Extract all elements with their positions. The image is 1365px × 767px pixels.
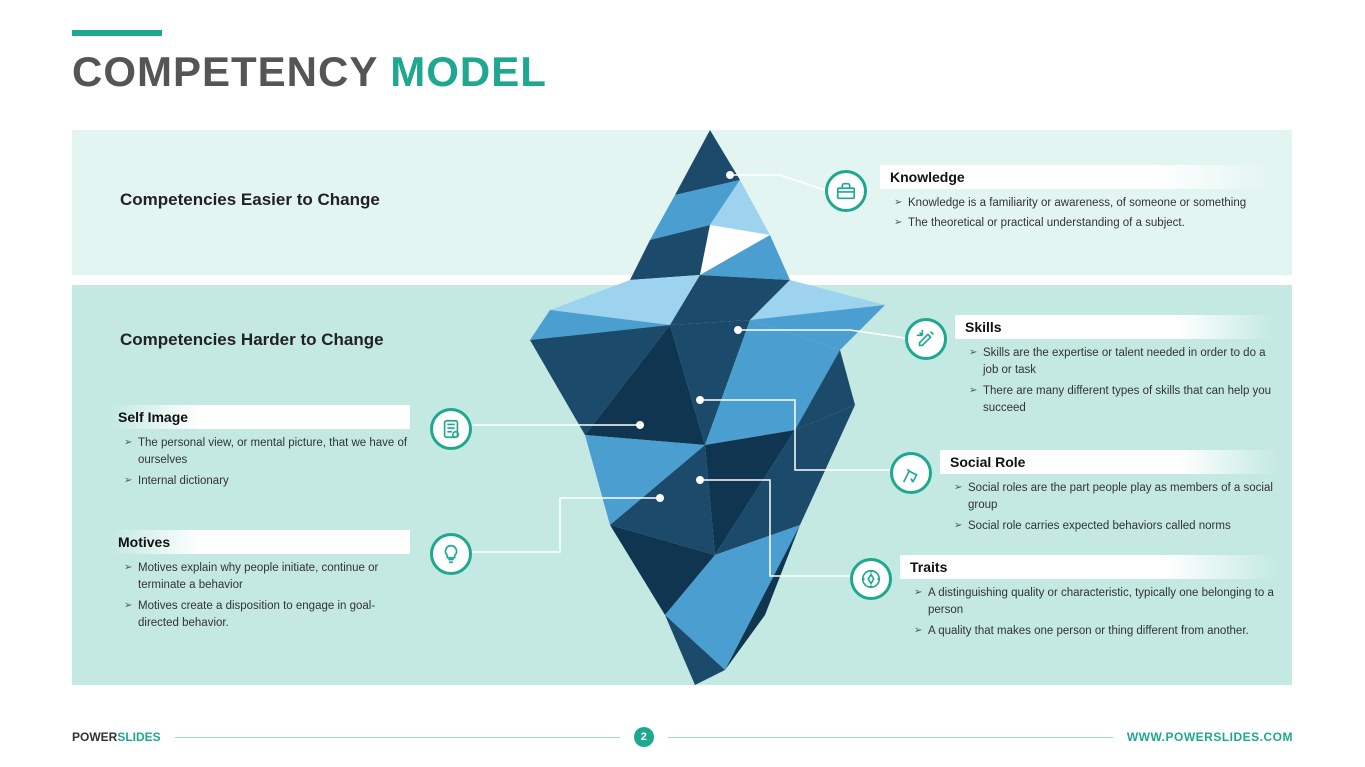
section-label-easier: Competencies Easier to Change <box>120 190 380 210</box>
accent-bar <box>72 30 162 36</box>
traits-icon <box>850 558 892 600</box>
traits-block: Traits A distinguishing quality or chara… <box>900 555 1280 643</box>
knowledge-bullets: Knowledge is a familiarity or awareness,… <box>880 195 1270 233</box>
skills-icon <box>905 318 947 360</box>
page-title: COMPETENCY MODEL <box>72 48 547 96</box>
footer: POWERSLIDES 2 WWW.POWERSLIDES.COM <box>72 725 1293 749</box>
traits-title: Traits <box>900 555 1280 579</box>
self-image-bullets: The personal view, or mental picture, th… <box>110 435 410 490</box>
motives-icon <box>430 533 472 575</box>
skills-block: Skills Skills are the expertise or talen… <box>955 315 1275 420</box>
social-role-title: Social Role <box>940 450 1280 474</box>
self-image-block: Self Image The personal view, or mental … <box>110 405 410 493</box>
skills-bullets: Skills are the expertise or talent neede… <box>955 345 1275 417</box>
footer-page-number: 2 <box>634 727 654 747</box>
knowledge-block: Knowledge Knowledge is a familiarity or … <box>880 165 1270 236</box>
section-label-harder: Competencies Harder to Change <box>120 330 384 350</box>
social-role-block: Social Role Social roles are the part pe… <box>940 450 1280 538</box>
traits-bullets: A distinguishing quality or characterist… <box>900 585 1280 640</box>
footer-line-left <box>175 737 620 738</box>
title-word-1: COMPETENCY <box>72 48 378 95</box>
title-word-2: MODEL <box>390 48 547 95</box>
iceberg-graphic <box>490 125 930 700</box>
social-role-icon <box>890 452 932 494</box>
self-image-icon <box>430 408 472 450</box>
footer-brand: POWERSLIDES <box>72 730 161 744</box>
motives-title: Motives <box>110 530 410 554</box>
self-image-title: Self Image <box>110 405 410 429</box>
knowledge-title: Knowledge <box>880 165 1270 189</box>
motives-bullets: Motives explain why people initiate, con… <box>110 560 410 632</box>
skills-title: Skills <box>955 315 1275 339</box>
social-role-bullets: Social roles are the part people play as… <box>940 480 1280 535</box>
motives-block: Motives Motives explain why people initi… <box>110 530 410 635</box>
knowledge-icon <box>825 170 867 212</box>
footer-line-right <box>668 737 1113 738</box>
footer-url: WWW.POWERSLIDES.COM <box>1127 730 1293 744</box>
